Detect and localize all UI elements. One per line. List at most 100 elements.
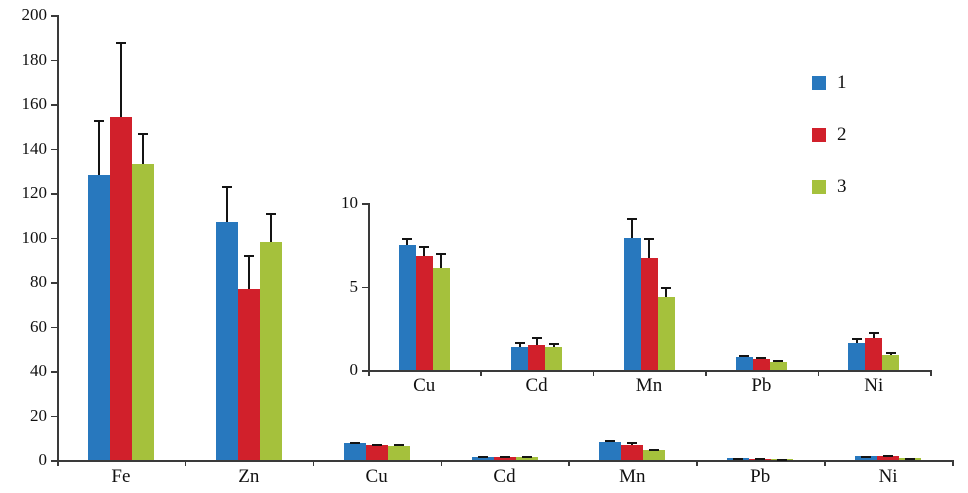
error-cap-Ni-series-2 [868,332,879,335]
error-cap-Fe-series-2 [115,41,126,44]
bar-Mn-series-1 [599,442,622,460]
bar-Fe-series-3 [131,164,154,460]
error-line-Cd-series-1 [518,341,521,347]
error-cap-Cd-series-2 [499,455,510,458]
bar-Cd-series-1 [471,456,494,460]
bar-Ni-series-2 [865,338,883,370]
error-line-Cu-series-3 [440,253,443,269]
bar-Ni-series-1 [855,456,878,460]
x-category-label: Mn [635,375,663,396]
error-cap-Cu-series-2 [419,246,430,249]
y-tick [51,104,57,106]
bar-Pb-series-2 [752,359,770,370]
bar-Cd-series-3 [545,347,563,370]
x-category-label: Fe [111,466,131,487]
legend-swatch-series-3 [812,180,826,194]
y-tick [51,371,57,373]
error-line-Fe-series-1 [97,119,100,176]
error-line-Mn-series-1 [631,218,633,239]
x-category-label: Pb [751,375,772,396]
error-line-Cd-series-3 [552,343,555,348]
error-cap-Mn-series-2 [644,238,654,241]
bar-Zn-series-2 [237,288,260,460]
x-category-label: Ni [864,375,884,396]
bar-Cu-series-3 [387,446,410,460]
error-line-Zn-series-1 [225,186,228,222]
bar-Mn-series-2 [640,258,658,370]
x-tick [312,460,315,466]
error-cap-Pb-series-2 [755,458,766,461]
error-cap-Ni-series-2 [883,454,894,457]
error-cap-Fe-series-1 [93,119,104,122]
error-cap-Mn-series-1 [605,439,616,442]
error-cap-Mn-series-3 [661,286,671,289]
error-line-Cd-series-2 [535,336,538,345]
bar-Zn-series-1 [215,221,238,460]
legend-item-2: 2 [812,124,847,146]
error-line-Ni-series-2 [872,332,875,339]
y-tick [51,415,57,417]
y-tick [51,59,57,61]
x-tick [817,370,820,376]
y-tick-label: 160 [21,94,48,113]
error-cap-Pb-series-1 [733,457,744,460]
error-cap-Cd-series-3 [548,343,559,346]
y-tick-label: 120 [21,183,48,202]
error-cap-Zn-series-1 [221,186,232,189]
error-cap-Cu-series-3 [436,253,447,256]
x-tick [824,460,826,466]
bar-Cu-series-2 [365,444,388,460]
y-tick-label: 40 [30,361,47,380]
x-category-label: Cd [525,375,548,396]
legend-label-series-2: 2 [837,124,847,145]
error-cap-Pb-series-3 [773,359,784,362]
error-cap-Cu-series-1 [349,442,360,445]
y-tick [51,148,57,150]
error-cap-Pb-series-2 [756,356,767,359]
x-tick [952,460,954,466]
y-tick-label: 10 [341,193,358,212]
bar-Pb-series-1 [735,357,753,370]
x-category-label: Mn [619,466,646,487]
bar-Cd-series-2 [528,344,546,370]
error-cap-Cd-series-2 [531,336,542,339]
legend-label-series-3: 3 [837,176,847,197]
error-cap-Cu-series-3 [393,444,404,447]
y-tick-label: 140 [21,138,48,158]
legend: 1 2 3 [812,72,847,198]
x-category-label: Ni [878,466,898,487]
x-axis-line [368,370,930,372]
error-cap-Cd-series-1 [514,341,525,344]
y-tick-label: 200 [21,5,48,24]
x-tick [592,370,595,376]
x-axis-line [57,460,952,462]
bar-Mn-series-3 [643,450,666,460]
x-tick [696,460,698,466]
error-cap-Pb-series-3 [777,458,788,461]
bar-Cu-series-3 [432,268,450,370]
error-line-Zn-series-3 [269,213,272,242]
y-tick [51,193,57,195]
error-cap-Cd-series-1 [477,456,488,459]
bar-Cd-series-2 [493,456,516,460]
y-tick-label: 0 [38,450,48,469]
bar-Cu-series-2 [415,256,433,370]
error-cap-Ni-series-1 [851,338,862,341]
bar-Cd-series-1 [511,346,529,370]
y-tick [51,237,57,239]
x-category-label: Cu [413,375,436,396]
x-tick [568,460,570,466]
error-cap-Cd-series-3 [521,456,532,459]
y-tick [362,370,368,372]
y-tick [362,203,368,205]
x-category-label: Cd [493,466,516,487]
bar-Pb-series-3 [769,361,787,370]
x-category-label: Cu [365,466,388,487]
y-tick-label: 20 [30,405,47,425]
error-line-Mn-series-2 [648,238,650,259]
y-tick-label: 100 [21,227,48,247]
error-line-Cu-series-1 [406,238,409,245]
bar-Fe-series-2 [109,117,132,460]
error-cap-Pb-series-1 [739,354,750,357]
